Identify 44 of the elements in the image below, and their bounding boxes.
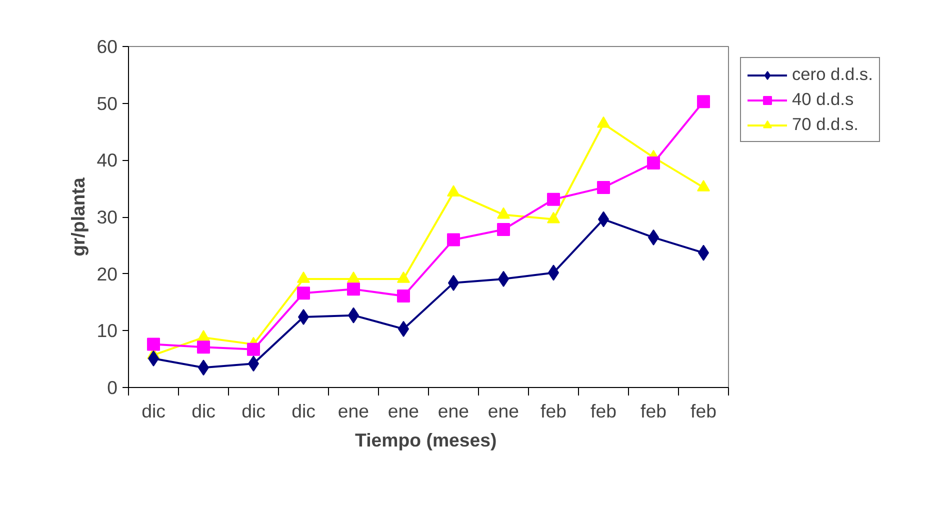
point: [547, 212, 560, 224]
point: [197, 340, 210, 354]
x-tick-label: ene: [388, 400, 420, 422]
y-tick-label: 0: [107, 377, 118, 398]
x-tick-label: dic: [242, 400, 266, 422]
point: [647, 156, 660, 170]
x-tick-label: feb: [540, 400, 566, 422]
legend-label: 70 d.d.s.: [792, 114, 858, 135]
x-tick-label: feb: [590, 400, 616, 422]
point: [597, 180, 610, 194]
x-tick-label: ene: [338, 400, 370, 422]
x-tick-label: ene: [488, 400, 520, 422]
x-tick-label: dic: [192, 400, 216, 422]
x-axis-title: Tiempo (meses): [355, 430, 497, 450]
y-tick-label: 30: [96, 206, 118, 228]
point: [347, 282, 360, 296]
point: [547, 192, 560, 206]
point: [697, 180, 710, 192]
y-tick-label: 60: [96, 36, 118, 57]
y-tick-label: 20: [96, 263, 118, 284]
point: [297, 286, 310, 300]
x-tick-label: dic: [142, 400, 166, 422]
point: [447, 185, 460, 197]
y-tick-label: 40: [96, 150, 118, 171]
x-tick-label: ene: [438, 400, 470, 422]
x-tick-label: dic: [292, 400, 316, 422]
legend-label: 40 d.d.s: [792, 89, 854, 110]
point: [147, 338, 160, 351]
point: [497, 207, 510, 219]
point: [397, 290, 410, 302]
y-tick-label: 50: [96, 92, 118, 114]
point: [347, 272, 360, 283]
point: [247, 342, 260, 356]
x-tick-label: feb: [690, 400, 716, 422]
point: [597, 116, 610, 128]
legend-label: cero d.d.s.: [792, 64, 873, 85]
point: [697, 95, 710, 108]
point: [397, 272, 410, 283]
y-axis-title: gr/planta: [68, 176, 89, 256]
x-tick-label: feb: [640, 400, 666, 422]
point: [497, 223, 510, 236]
y-tick-label: 10: [96, 320, 118, 342]
point: [297, 272, 310, 283]
point: [447, 233, 460, 246]
